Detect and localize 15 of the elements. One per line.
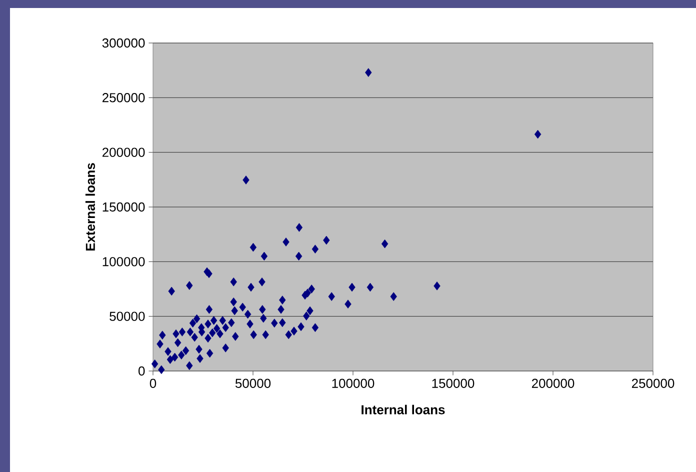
y-tick-label: 100000 [102, 257, 145, 266]
y-tick-label: 50000 [110, 312, 145, 321]
y-tick-label: 250000 [102, 93, 145, 102]
x-tick-label: 100000 [332, 378, 374, 388]
y-tick-label: 150000 [102, 202, 145, 212]
x-tick-label: 0 [150, 378, 156, 388]
x-tick-label: 50000 [235, 378, 271, 388]
x-axis-title: Internal loans [362, 404, 445, 414]
y-tick-label: 300000 [102, 38, 145, 48]
y-tick-label: 200000 [102, 148, 145, 157]
y-tick-label: 0 [138, 366, 145, 376]
y-axis-title: External loans [85, 163, 96, 251]
x-tick-label: 150000 [432, 378, 474, 388]
x-tick-label: 200000 [532, 378, 574, 388]
x-tick-label: 250000 [632, 378, 674, 388]
